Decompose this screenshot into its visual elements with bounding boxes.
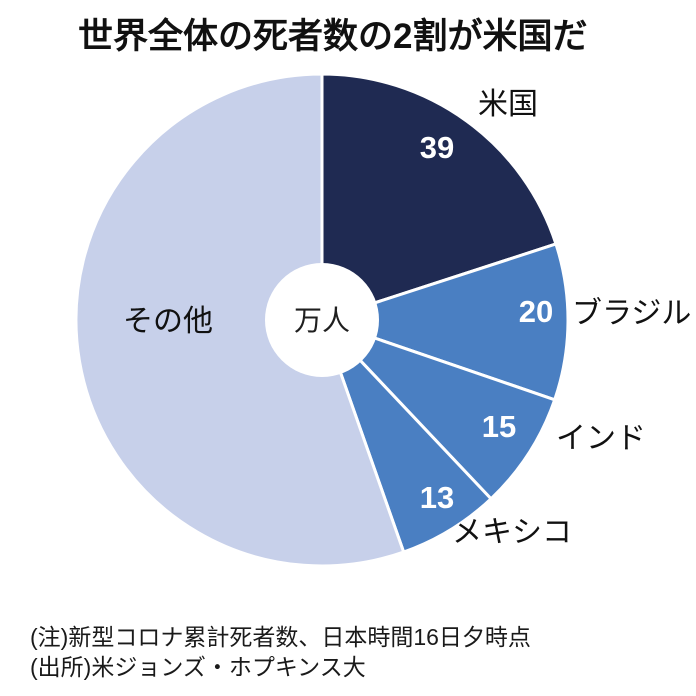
note-line: (注)新型コロナ累計死者数、日本時間16日夕時点 (30, 624, 531, 650)
slice-value-label-2: 15 (482, 409, 516, 444)
chart-title: 世界全体の死者数の2割が米国だ (78, 17, 588, 56)
slice-name-label-1: ブラジル (572, 297, 691, 330)
pie-slice-1 (320, 242, 570, 402)
pie-slice-2 (320, 318, 557, 501)
slice-value-label-0: 39 (420, 130, 454, 165)
slice-name-label-0: 米国 (478, 88, 538, 121)
slice-value-label-3: 13 (420, 480, 454, 515)
slice-name-label-3: メキシコ (452, 516, 572, 549)
slice-name-label-2: インド (556, 422, 646, 455)
pie-slice-0 (320, 72, 558, 322)
source-line: (出所)米ジョンズ・ホプキンス大 (30, 654, 366, 680)
donut-hole (265, 263, 379, 377)
chart-notes: (注)新型コロナ累計死者数、日本時間16日夕時点 (出所)米ジョンズ・ホプキンス… (30, 622, 531, 682)
slice-name-label-4: その他 (123, 305, 213, 338)
center-unit-label: 万人 (294, 305, 350, 336)
slice-value-label-1: 20 (519, 294, 553, 329)
pie-slice-4 (74, 72, 406, 568)
